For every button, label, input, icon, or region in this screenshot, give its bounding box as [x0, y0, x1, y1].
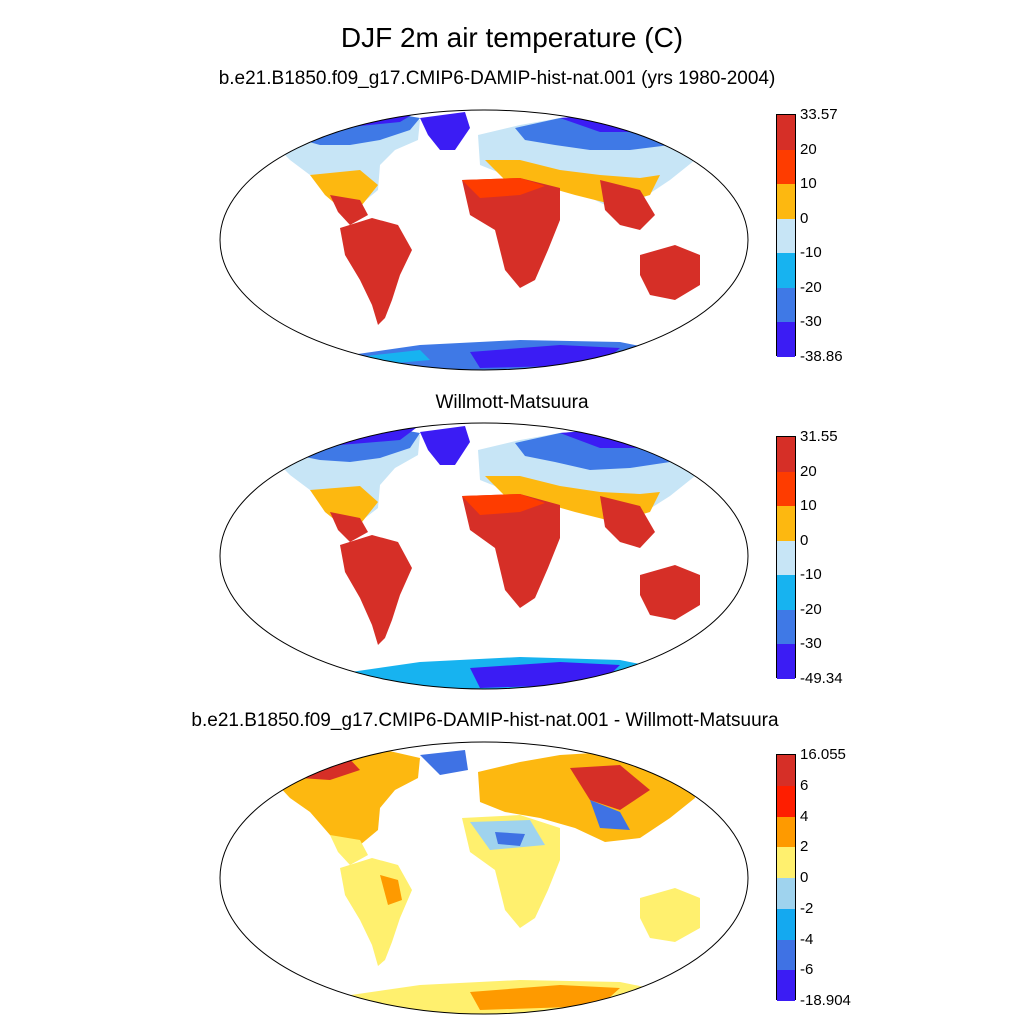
- colorbar-tick-label: -18.904: [800, 992, 851, 1009]
- colorbar-segment: [777, 471, 795, 507]
- colorbar-model: [776, 114, 796, 357]
- colorbar-segment: [777, 506, 795, 541]
- colorbar-tick-label: -49.34: [800, 670, 843, 687]
- colorbar-tick-label: 4: [800, 807, 809, 825]
- colorbar-segment: [777, 609, 795, 645]
- colorbar-segment: [777, 184, 795, 219]
- colorbar-tick-label: -10: [800, 566, 822, 584]
- colorbar-tick-label: -10: [800, 244, 822, 262]
- colorbar-tick-label: -30: [800, 313, 822, 331]
- colorbar-segment: [777, 437, 795, 472]
- colorbar-segment: [777, 908, 795, 940]
- colorbar-difference: [776, 754, 796, 1001]
- colorbar-tick-label: 33.57: [800, 106, 838, 123]
- colorbar-tick-label: 31.55: [800, 428, 838, 445]
- colorbar-segment: [777, 939, 795, 971]
- colorbar-segment: [777, 755, 795, 786]
- colorbar-tick-label: 0: [800, 869, 809, 886]
- colorbar-tick-label: 20: [800, 462, 817, 480]
- colorbar-tick-label: 0: [800, 531, 809, 549]
- panel-title-observations: Willmott-Matsuura: [435, 392, 589, 413]
- colorbar-segment: [777, 878, 795, 909]
- colorbar-tick-label: 10: [800, 497, 817, 515]
- colorbar-segment: [777, 218, 795, 254]
- colorbar-segment: [777, 785, 795, 817]
- colorbar-segment: [777, 847, 795, 878]
- colorbar-segment: [777, 970, 795, 1001]
- colorbar-tick-label: 2: [800, 838, 809, 856]
- colorbar-segment: [777, 149, 795, 185]
- panel-title-model: b.e21.B1850.f09_g17.CMIP6-DAMIP-hist-nat…: [218, 68, 776, 89]
- colorbar-segment: [777, 540, 795, 576]
- map-panel-difference: [219, 741, 749, 1015]
- colorbar-tick-label: -6: [800, 961, 814, 979]
- colorbar-tick-label: -20: [800, 600, 822, 618]
- colorbar-tick-label: -4: [800, 930, 814, 948]
- panel-title-difference: b.e21.B1850.f09_g17.CMIP6-DAMIP-hist-nat…: [191, 710, 779, 731]
- colorbar-tick-label: 16.055: [800, 746, 846, 763]
- colorbar-tick-label: 0: [800, 209, 809, 227]
- colorbar-segment: [777, 115, 795, 150]
- colorbar-tick-label: -20: [800, 278, 822, 296]
- colorbar-tick-label: 10: [800, 175, 817, 193]
- colorbar-observations: [776, 436, 796, 679]
- map-panel-observations: [219, 422, 749, 690]
- colorbar-tick-label: -38.86: [800, 348, 843, 365]
- colorbar-segment: [777, 322, 795, 357]
- colorbar-segment: [777, 644, 795, 679]
- colorbar-segment: [777, 816, 795, 848]
- colorbar-segment: [777, 287, 795, 323]
- colorbar-tick-label: -30: [800, 635, 822, 653]
- colorbar-segment: [777, 253, 795, 288]
- colorbar-tick-label: 6: [800, 776, 809, 794]
- figure-title: DJF 2m air temperature (C): [340, 22, 684, 53]
- colorbar-tick-label: -2: [800, 899, 814, 917]
- colorbar-tick-label: 20: [800, 140, 817, 158]
- map-panel-model: [219, 109, 749, 371]
- colorbar-segment: [777, 575, 795, 610]
